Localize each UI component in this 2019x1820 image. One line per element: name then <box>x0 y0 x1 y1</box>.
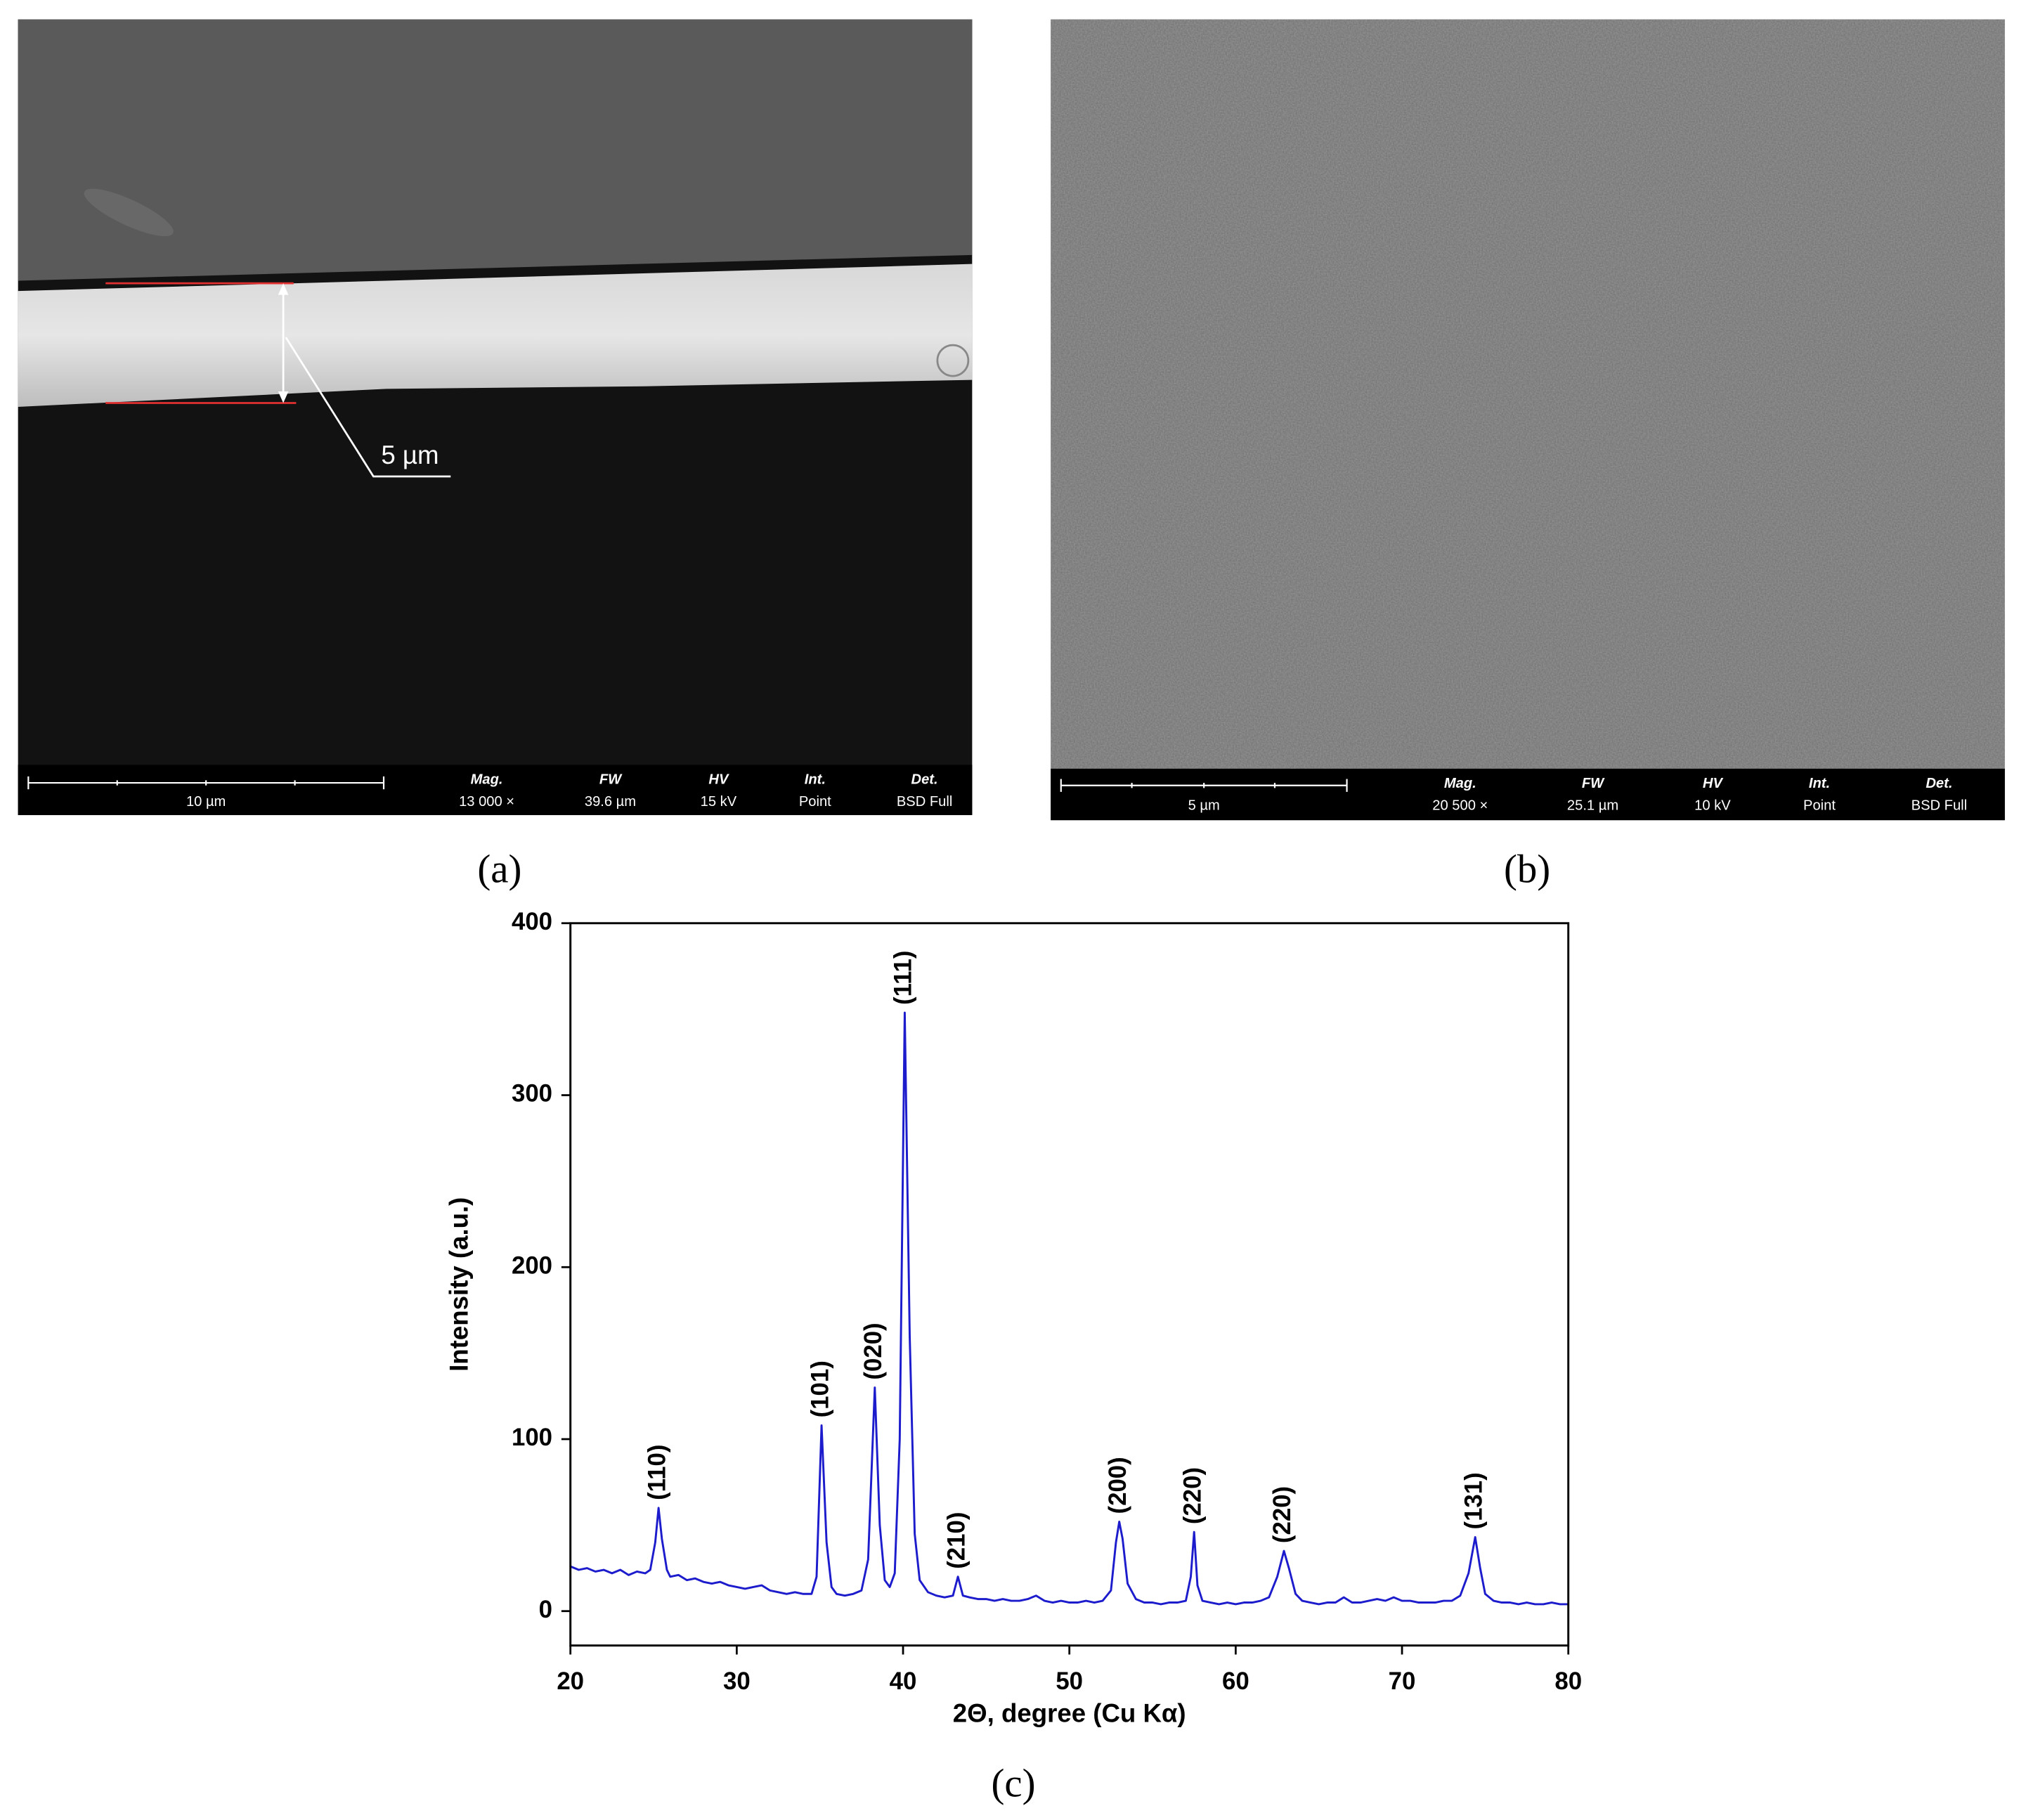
scale-bar-label: 5 µm <box>1188 798 1220 813</box>
xrd-chart: 20 30 40 50 60 70 80 0 100 200 300 400 (110) (101) (02… <box>445 908 1582 1727</box>
info-name: Det. <box>1926 776 1952 791</box>
peak-label: (131) <box>1460 1472 1487 1529</box>
peak-label: (200) <box>1104 1457 1131 1514</box>
info-name: Int. <box>805 772 826 788</box>
y-tick-label: 200 <box>512 1252 552 1279</box>
info-value: 25.1 µm <box>1567 798 1618 813</box>
info-name: FW <box>1582 776 1605 791</box>
info-name: Mag. <box>1444 776 1476 791</box>
y-tick-label: 300 <box>512 1080 552 1107</box>
info-value: BSD Full <box>1911 798 1967 813</box>
panel-label: (b) <box>1504 847 1550 891</box>
peak-label: (220) <box>1268 1486 1296 1543</box>
panel-label: (c) <box>991 1761 1035 1805</box>
info-name: Int. <box>1809 776 1830 791</box>
info-value: 10 kV <box>1694 798 1731 813</box>
peak-label: (220) <box>1179 1467 1206 1524</box>
info-value: 13 000 × <box>459 794 514 810</box>
info-value: BSD Full <box>897 794 952 810</box>
y-axis-title: Intensity (a.u.) <box>445 1197 474 1372</box>
x-tick-label: 60 <box>1222 1668 1249 1695</box>
data-line <box>570 1011 1569 1606</box>
info-value: 20 500 × <box>1432 798 1488 813</box>
peak-label: (210) <box>942 1512 970 1569</box>
y-tick-label: 0 <box>539 1596 552 1623</box>
peak-label: (110) <box>643 1445 670 1500</box>
x-tick-label: 50 <box>1056 1668 1083 1695</box>
x-tick-label: 30 <box>723 1668 751 1695</box>
annotation: 5 µm <box>381 441 439 469</box>
sem-image-b: 5 µm Mag. 20 500 × FW 25.1 µm HV 10 kV Int. Poi… <box>1051 19 2005 821</box>
info-name: Det. <box>911 772 938 788</box>
panel-label: (a) <box>477 847 521 891</box>
peak-label: (111) <box>890 951 917 1005</box>
x-tick-label: 70 <box>1389 1668 1416 1695</box>
sem-image-a: 5 µm 10 µm Mag. 13 000 × FW 39.6 µm HV 15 kV I… <box>18 19 973 815</box>
info-value: 39.6 µm <box>585 794 636 810</box>
y-tick-label: 100 <box>512 1424 552 1451</box>
peak-label: (020) <box>859 1322 887 1379</box>
plot-frame <box>569 922 1570 1647</box>
peak-label: (101) <box>806 1360 833 1417</box>
y-tick-label: 400 <box>512 908 552 935</box>
info-name: HV <box>1703 776 1724 791</box>
scale-bar-label: 10 µm <box>186 794 226 810</box>
info-name: Mag. <box>471 772 503 788</box>
x-axis-title: 2Θ, degree (Cu Kα) <box>953 1698 1186 1727</box>
info-value: 15 kV <box>701 794 737 810</box>
info-value: Point <box>799 794 831 810</box>
x-tick-label: 80 <box>1554 1668 1582 1695</box>
info-value: Point <box>1803 798 1836 813</box>
info-name: FW <box>599 772 623 788</box>
x-tick-label: 40 <box>890 1668 917 1695</box>
x-tick-label: 20 <box>557 1668 584 1695</box>
info-name: HV <box>708 772 729 788</box>
